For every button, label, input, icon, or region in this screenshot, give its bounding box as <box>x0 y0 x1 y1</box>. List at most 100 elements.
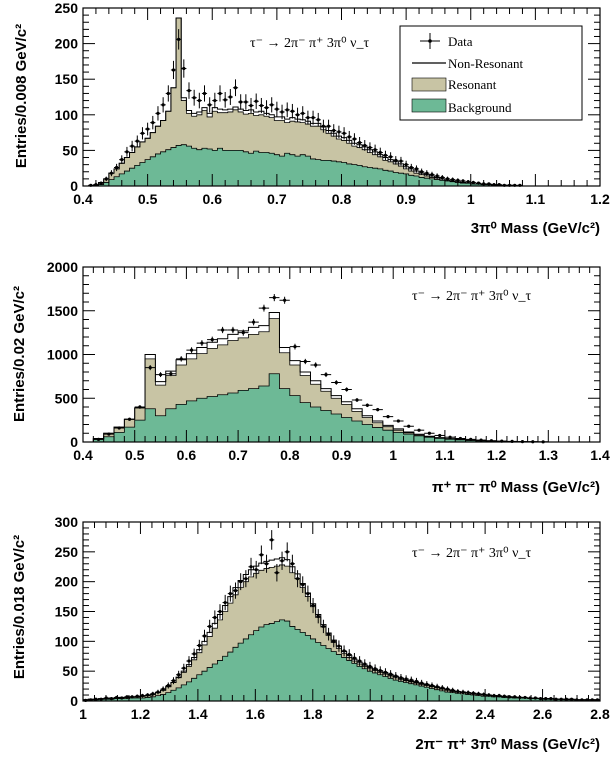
data-point <box>496 182 502 187</box>
data-point <box>165 85 171 102</box>
data-point-marker <box>389 155 393 159</box>
data-point <box>191 89 197 106</box>
data-point-marker <box>293 345 297 349</box>
data-point-marker <box>471 180 475 185</box>
data-point-marker <box>306 116 310 120</box>
data-point <box>258 97 264 114</box>
data-point <box>501 694 507 698</box>
data-point <box>181 59 187 78</box>
data-point-marker <box>425 171 429 175</box>
data-point-marker <box>228 592 232 596</box>
data-point-marker <box>383 153 388 157</box>
data-point-marker <box>435 685 439 689</box>
data-point-marker <box>290 109 294 113</box>
data-point <box>331 380 342 385</box>
data-point <box>465 690 471 695</box>
data-point-marker <box>352 137 357 141</box>
data-point <box>207 97 213 113</box>
data-point <box>325 119 332 133</box>
data-point <box>367 142 373 153</box>
data-point-marker <box>559 697 563 701</box>
data-point-marker <box>107 432 111 436</box>
data-point-marker <box>355 398 359 402</box>
data-point <box>150 115 156 130</box>
data-point-marker <box>347 652 351 657</box>
data-point-marker <box>171 68 176 72</box>
data-point <box>362 140 368 151</box>
y-tick-label: 200 <box>55 574 79 590</box>
data-point <box>351 133 358 145</box>
data-point-marker <box>311 116 315 120</box>
data-point-marker <box>492 694 496 698</box>
data-point <box>201 85 208 102</box>
panel-1-legend: Data Non-Resonant Resonant Background <box>399 25 583 121</box>
data-point-marker <box>197 643 201 648</box>
x-tick-label: 0.8 <box>332 191 352 207</box>
data-point-marker <box>264 562 269 566</box>
data-point <box>429 171 435 178</box>
x-tick-label: 1.6 <box>246 706 266 722</box>
data-point-marker <box>476 181 481 185</box>
x-tick-label: 1.2 <box>590 191 610 207</box>
data-point-marker <box>456 689 460 694</box>
data-point <box>289 343 301 350</box>
data-point-marker <box>146 127 150 131</box>
data-point <box>227 585 233 602</box>
data-point-marker <box>179 357 183 361</box>
data-point <box>124 146 130 157</box>
data-point <box>403 424 414 428</box>
data-point-marker <box>223 98 227 102</box>
data-point-marker <box>177 673 181 677</box>
data-point-marker <box>187 88 191 93</box>
data-point-marker <box>231 328 235 332</box>
data-point-marker <box>306 592 310 596</box>
data-point <box>377 666 383 675</box>
data-point-marker <box>569 697 574 701</box>
data-point-marker <box>386 415 390 419</box>
x-tick-label: 0.5 <box>125 447 145 463</box>
data-point-marker <box>220 328 225 332</box>
legend-label-background: Background <box>448 100 512 115</box>
data-point-marker <box>404 677 408 681</box>
data-point <box>310 362 321 368</box>
data-point <box>170 60 177 80</box>
data-point-marker <box>130 144 134 148</box>
data-point <box>320 372 332 378</box>
data-point <box>129 140 135 152</box>
data-point <box>207 619 213 634</box>
data-point <box>424 431 435 435</box>
data-point <box>470 180 476 185</box>
data-point-marker <box>156 111 160 115</box>
data-point <box>543 697 549 701</box>
data-point-marker <box>399 676 403 680</box>
data-point <box>444 686 451 692</box>
x-tick-label: 2.2 <box>418 706 438 722</box>
data-point-marker <box>376 408 380 412</box>
data-point-marker <box>316 614 320 618</box>
data-point-marker <box>332 639 336 643</box>
data-point-marker <box>125 150 129 154</box>
x-tick-label: 1 <box>79 706 87 722</box>
y-tick-label: 150 <box>55 71 79 87</box>
x-tick-label: 0.6 <box>177 447 197 463</box>
legend-label-resonant: Resonant <box>448 77 497 92</box>
data-point-marker <box>365 403 369 407</box>
data-point-marker <box>487 693 491 697</box>
data-point <box>450 177 456 182</box>
data-point <box>413 428 425 432</box>
data-point <box>388 670 394 679</box>
data-point-marker <box>332 128 336 133</box>
data-point-marker <box>200 341 204 345</box>
data-point-marker <box>280 110 284 114</box>
data-point <box>341 387 352 392</box>
y-tick-label: 0 <box>70 434 78 450</box>
data-point-marker <box>161 103 165 107</box>
data-point-marker <box>213 615 217 620</box>
x-tick-label: 1.4 <box>188 706 208 722</box>
data-point-marker <box>171 679 176 683</box>
x-tick-label: 1 <box>467 191 475 207</box>
y-tick-label: 0 <box>70 178 78 194</box>
data-point <box>93 437 104 441</box>
data-point <box>279 551 285 570</box>
